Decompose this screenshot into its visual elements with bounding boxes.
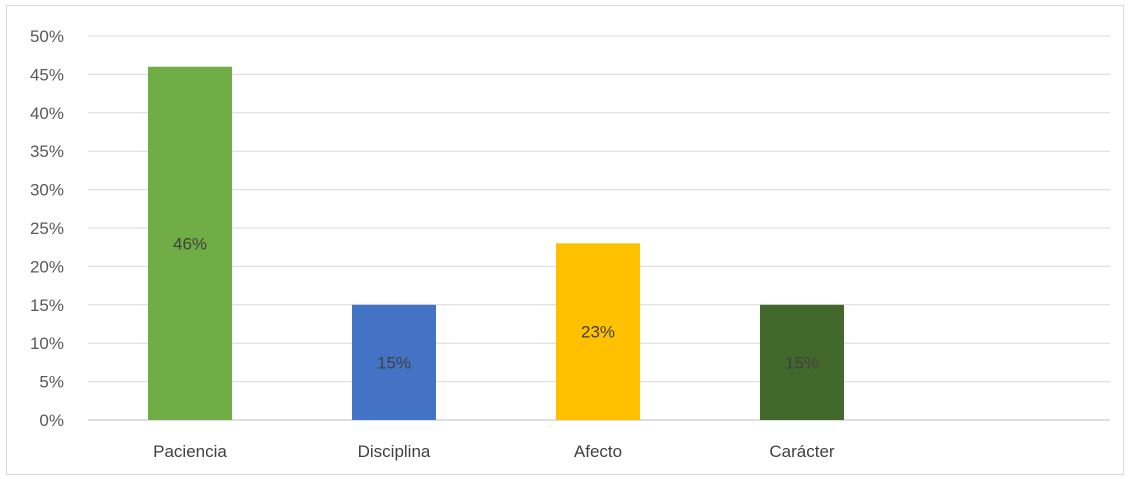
category-label: Afecto: [574, 442, 622, 461]
bars: [148, 66, 844, 420]
data-label: 15%: [785, 353, 819, 372]
y-tick-label: 5%: [39, 373, 64, 392]
y-tick-label: 25%: [30, 219, 64, 238]
y-tick-label: 35%: [30, 142, 64, 161]
bar-paciencia: [148, 66, 232, 420]
data-label: 46%: [173, 234, 207, 253]
gridlines: [88, 35, 1110, 421]
y-tick-label: 0%: [39, 411, 64, 430]
y-tick-label: 50%: [30, 27, 64, 46]
y-tick-label: 40%: [30, 104, 64, 123]
category-label: Carácter: [769, 442, 835, 461]
y-axis-tick-labels: 0% 5% 10% 15% 20% 25% 30% 35% 40% 45% 50%: [30, 27, 64, 430]
x-axis-category-labels: Paciencia Disciplina Afecto Carácter: [153, 442, 835, 461]
y-tick-label: 15%: [30, 296, 64, 315]
y-tick-label: 30%: [30, 181, 64, 200]
bar-afecto: [556, 243, 640, 420]
data-label: 23%: [581, 323, 615, 342]
y-tick-label: 10%: [30, 334, 64, 353]
category-label: Disciplina: [358, 442, 431, 461]
y-tick-label: 45%: [30, 65, 64, 84]
bar-caracter: [760, 304, 844, 420]
y-tick-label: 20%: [30, 257, 64, 276]
data-labels: 46% 15% 23% 15%: [173, 234, 819, 372]
category-label: Paciencia: [153, 442, 227, 461]
data-label: 15%: [377, 353, 411, 372]
bar-disciplina: [352, 304, 436, 420]
